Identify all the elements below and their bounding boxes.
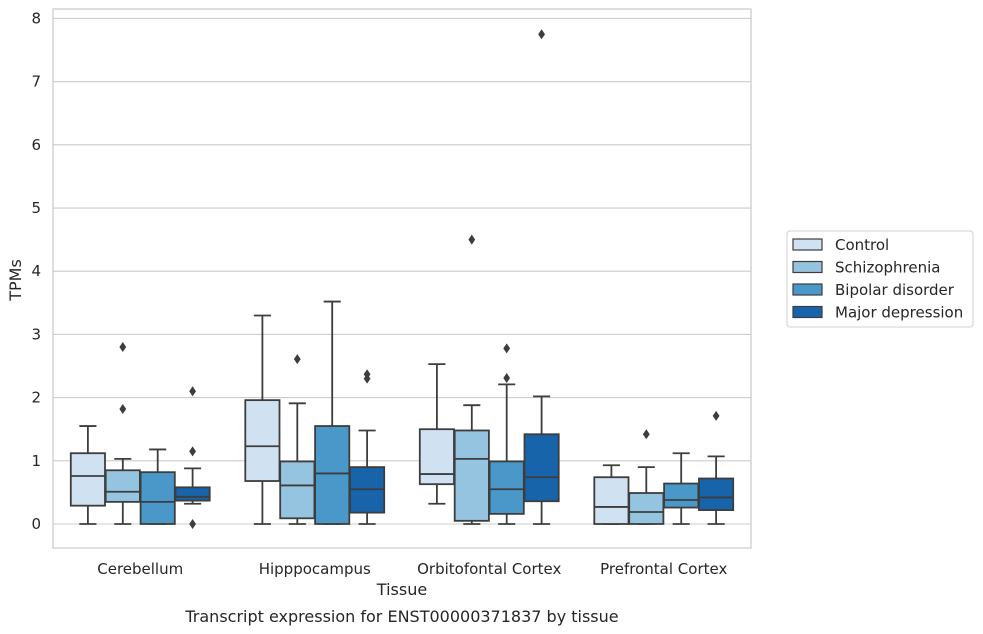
legend-label: Bipolar disorder xyxy=(835,281,955,299)
outlier-point xyxy=(189,446,196,457)
outlier-point xyxy=(503,373,511,384)
outlier-point xyxy=(538,29,545,40)
box-bipolar-disorder xyxy=(488,343,525,525)
legend-label: Major depression xyxy=(835,304,963,322)
legend-swatch xyxy=(792,283,823,296)
y-axis-label: TPMs xyxy=(6,259,25,302)
box-major-depression xyxy=(523,29,560,525)
box-iqr xyxy=(628,492,665,525)
box-iqr xyxy=(244,399,281,482)
y-tick-label: 5 xyxy=(31,199,41,217)
y-tick-label: 8 xyxy=(31,9,41,27)
box-iqr xyxy=(593,476,630,525)
y-tick-label: 3 xyxy=(31,325,41,343)
box-schizophrenia xyxy=(104,342,141,525)
outlier-point xyxy=(642,429,650,440)
x-axis-label: Tissue xyxy=(376,580,427,599)
y-tick-labels: 0 1 2 3 4 5 6 7 8 xyxy=(31,9,41,533)
box-control xyxy=(593,464,630,525)
legend-swatch xyxy=(792,238,823,251)
box-schizophrenia xyxy=(279,354,316,525)
chart-title: Transcript expression for ENST0000037183… xyxy=(184,607,618,626)
plot-frame xyxy=(52,8,752,549)
outlier-point xyxy=(712,410,720,421)
y-tick-label: 6 xyxy=(31,136,41,154)
outlier-point xyxy=(293,354,301,365)
box-iqr xyxy=(663,482,700,509)
box-iqr xyxy=(174,486,211,502)
outlier-point xyxy=(189,518,196,529)
legend-label: Control xyxy=(835,236,889,254)
outlier-point xyxy=(363,369,371,380)
x-tick-label: Prefrontal Cortex xyxy=(600,560,727,578)
box-iqr xyxy=(698,477,735,511)
y-tick-label: 4 xyxy=(31,262,41,280)
box-control xyxy=(418,363,455,505)
x-tick-label: Cerebellum xyxy=(97,560,183,578)
box-iqr xyxy=(418,428,455,486)
outlier-point xyxy=(503,343,511,354)
outlier-point xyxy=(189,386,196,397)
box-bipolar-disorder xyxy=(663,452,700,525)
x-tick-label: Orbitofontal Cortex xyxy=(417,560,561,578)
y-tick-label: 0 xyxy=(31,515,41,533)
y-tick-label: 1 xyxy=(31,452,41,470)
grid-lines xyxy=(53,17,751,525)
y-tick-label: 2 xyxy=(31,389,41,407)
outlier-point xyxy=(468,234,476,245)
legend-swatch xyxy=(792,305,823,319)
outlier-point xyxy=(119,342,127,353)
box-iqr xyxy=(69,452,106,507)
x-tick-labels: Cerebellum Hipppocampus Orbitofontal Corte… xyxy=(97,560,727,578)
box-major-depression xyxy=(349,369,386,525)
box-control xyxy=(69,425,106,525)
box-major-depression xyxy=(698,410,735,525)
legend-box xyxy=(786,230,974,328)
box-iqr xyxy=(139,471,176,525)
box-iqr xyxy=(314,425,351,525)
box-iqr xyxy=(279,460,316,520)
x-tick-label: Hipppocampus xyxy=(259,560,371,578)
box-iqr xyxy=(453,429,490,522)
box-schizophrenia xyxy=(628,429,665,525)
box-schizophrenia xyxy=(453,234,490,525)
legend-swatch xyxy=(792,260,823,274)
box-iqr xyxy=(488,460,525,515)
legend: Control Schizophrenia Bipolar disorder Majo… xyxy=(786,230,974,328)
box-bipolar-disorder xyxy=(314,300,351,525)
box-iqr xyxy=(104,469,141,503)
legend-label: Schizophrenia xyxy=(835,259,940,277)
box-major-depression xyxy=(174,386,211,529)
outlier-point xyxy=(119,403,127,414)
box-control xyxy=(244,314,281,525)
y-tick-label: 7 xyxy=(31,73,41,91)
box-iqr xyxy=(523,433,560,503)
plot-area xyxy=(69,29,735,529)
